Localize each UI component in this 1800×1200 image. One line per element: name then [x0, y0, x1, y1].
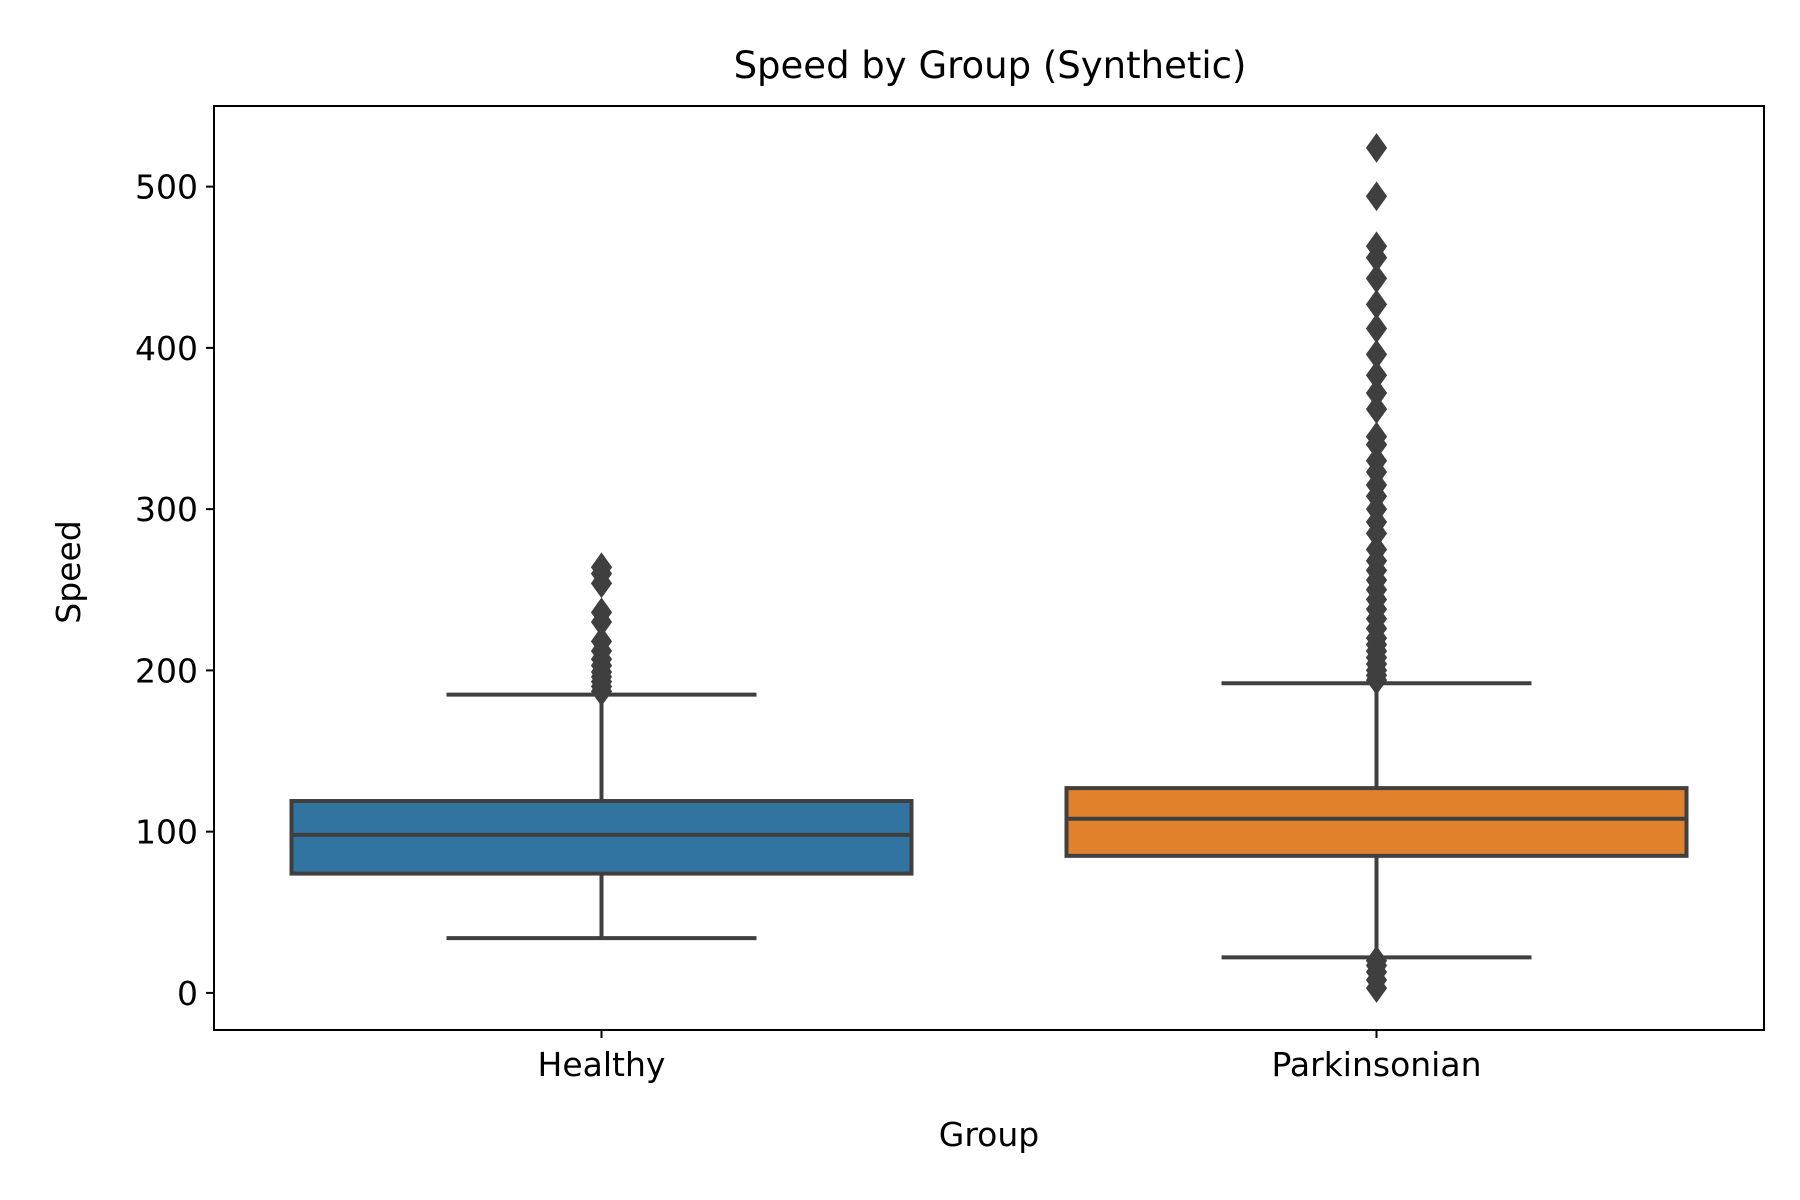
- outlier-point: [1365, 534, 1388, 565]
- outlier-point: [1365, 378, 1388, 408]
- y-tick-label: 400: [135, 329, 198, 368]
- outlier-point: [590, 552, 613, 583]
- outlier-point: [1365, 263, 1388, 294]
- outlier-point: [1365, 445, 1388, 476]
- outlier-point: [1365, 421, 1388, 452]
- outlier-point: [1365, 360, 1388, 391]
- outlier-point: [1365, 313, 1388, 344]
- x-tick-label: Parkinsonian: [1271, 1045, 1481, 1084]
- iqr-box: [1064, 786, 1689, 858]
- plot-area: [289, 133, 1689, 1003]
- y-tick-label: 200: [135, 651, 198, 690]
- plot-frame: [213, 105, 1765, 1031]
- box-parkinsonian: [1064, 133, 1689, 1003]
- outlier-point: [1365, 133, 1388, 163]
- outlier-point: [1365, 945, 1388, 976]
- iqr-box: [289, 799, 914, 876]
- outlier-point: [1365, 231, 1388, 262]
- y-tick-label: 300: [135, 490, 198, 529]
- x-axis-label: Group: [939, 1115, 1039, 1154]
- y-tick-label: 0: [177, 974, 198, 1013]
- chart-title: Speed by Group (Synthetic): [734, 44, 1247, 87]
- outlier-point: [1365, 181, 1388, 212]
- y-axis-label: Speed: [49, 520, 88, 623]
- box-healthy: [289, 552, 914, 941]
- outlier-point: [1365, 339, 1388, 370]
- outlier-point: [590, 626, 613, 657]
- outlier-point: [590, 597, 613, 628]
- x-tick-label: Healthy: [538, 1045, 666, 1084]
- outlier-point: [1365, 289, 1388, 320]
- y-tick-label: 100: [135, 813, 198, 852]
- y-tick-label: 500: [135, 168, 198, 207]
- outlier-point: [1365, 394, 1388, 425]
